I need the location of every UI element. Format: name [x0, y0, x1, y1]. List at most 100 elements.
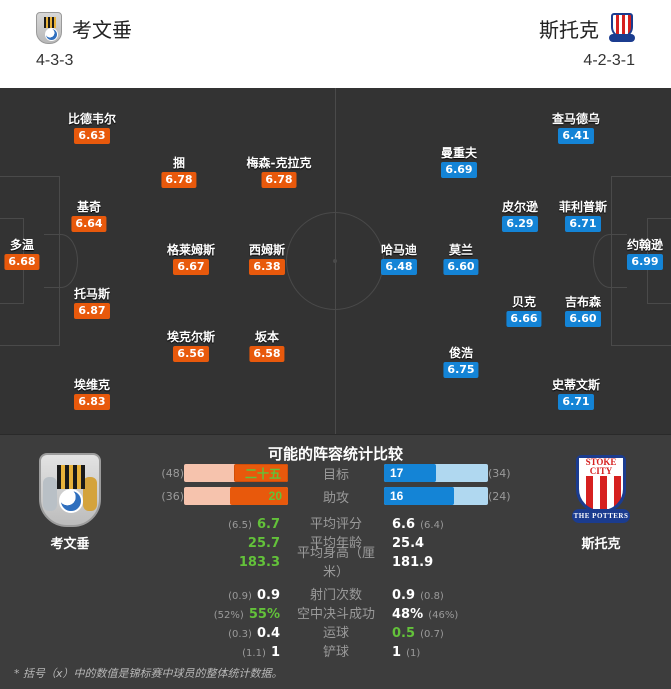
- home-stat-value: 0.9: [256, 588, 280, 603]
- player-marker[interactable]: 约翰逊 6.99: [627, 238, 663, 270]
- player-marker[interactable]: 吉布森 6.60: [565, 295, 601, 327]
- player-marker[interactable]: 梅森-克拉克 6.78: [246, 156, 312, 188]
- away-stat-bar: 17: [384, 464, 488, 482]
- player-rating-badge: 6.71: [558, 394, 594, 410]
- player-rating-badge: 6.87: [74, 303, 110, 319]
- player-marker[interactable]: 格莱姆斯 6.67: [167, 243, 215, 275]
- away-team-header[interactable]: 斯托克: [539, 12, 635, 44]
- stat-bar-rows: (48) 二十五 目标 17 (34) (36) 20 助攻 16 (24): [150, 463, 522, 509]
- stat-bar-row: (48) 二十五 目标 17 (34): [150, 463, 522, 483]
- stat-label: 射门次数: [309, 588, 362, 603]
- player-marker[interactable]: 菲利普斯 6.71: [559, 200, 607, 232]
- player-rating-badge: 6.60: [443, 259, 479, 275]
- player-marker[interactable]: 皮尔逊 6.29: [502, 200, 538, 232]
- stat-number-row: (0.3) 0.4 运球 0.5 (0.7): [150, 622, 522, 641]
- player-rating-badge: 6.99: [627, 254, 663, 270]
- away-stat-value: 48%: [392, 607, 424, 622]
- stat-number-row: 25.7 平均年龄 25.4: [150, 532, 522, 551]
- away-stat-value: 6.6: [392, 517, 416, 532]
- stat-label: 目标: [322, 467, 349, 483]
- stats-title: 可能的阵容统计比较: [267, 445, 403, 463]
- home-team-header[interactable]: 考文垂: [36, 12, 132, 44]
- stat-number-row: (6.5) 6.7 平均评分 6.6 (6.4): [150, 513, 522, 532]
- home-team-label: 考文垂: [50, 537, 90, 552]
- away-stat-paren: (0.8): [420, 591, 444, 602]
- match-header: 考文垂 斯托克 4-3-3 4-2-3-1: [0, 0, 671, 88]
- player-marker[interactable]: 埃维克 6.83: [74, 378, 110, 410]
- player-name: 曼重夫: [440, 146, 478, 160]
- away-stat-paren: (34): [488, 466, 511, 480]
- player-marker[interactable]: 比德韦尔 6.63: [68, 112, 116, 144]
- player-name: 坂本: [254, 330, 280, 344]
- stat-number-row: 183.3 平均身高（厘米） 181.9: [150, 546, 522, 580]
- away-stat-paren: (0.7): [420, 629, 444, 640]
- player-rating-badge: 6.60: [565, 311, 601, 327]
- player-name: 史蒂文斯: [551, 378, 601, 392]
- stat-number-row: (52%) 55% 空中决斗成功 48% (46%): [150, 603, 522, 622]
- player-rating-badge: 6.41: [558, 128, 594, 144]
- stat-label: 平均年龄: [309, 536, 362, 551]
- player-rating-badge: 6.83: [74, 394, 110, 410]
- home-stat-value: 0.4: [256, 626, 280, 641]
- away-stat-paren: (46%): [428, 610, 459, 621]
- home-stat-bar: 二十五: [184, 464, 288, 482]
- player-name: 西姆斯: [248, 243, 286, 257]
- away-stat-bar: 16: [384, 487, 488, 505]
- player-rating-badge: 6.63: [74, 128, 110, 144]
- player-marker[interactable]: 莫兰 6.60: [443, 243, 479, 275]
- stoke-crest-band: THE POTTERS: [573, 512, 629, 520]
- player-name: 格莱姆斯: [166, 243, 216, 257]
- player-marker[interactable]: 西姆斯 6.38: [249, 243, 285, 275]
- away-stat-value: 0.9: [392, 588, 416, 603]
- player-marker[interactable]: 捆 6.78: [161, 156, 197, 188]
- player-name: 莫兰: [448, 243, 474, 257]
- player-marker[interactable]: 托马斯 6.87: [74, 287, 110, 319]
- home-stat-bar: 20: [184, 487, 288, 505]
- stat-number-rows: (6.5) 6.7 平均评分 6.6 (6.4) 25.7 平均年龄 25.4 183.…: [150, 513, 522, 660]
- away-stat-paren: (6.4): [420, 520, 444, 531]
- player-name: 哈马迪: [380, 243, 418, 257]
- player-marker[interactable]: 埃克尔斯 6.56: [167, 330, 215, 362]
- home-stat-paren: (0.9): [228, 591, 252, 602]
- home-formation: 4-3-3: [36, 52, 74, 69]
- home-stat-paren: (6.5): [228, 520, 252, 531]
- player-rating-badge: 6.38: [249, 259, 285, 275]
- stoke-crest-sub: CITY: [589, 466, 613, 476]
- stat-number-row: (1.1) 1 铲球 1 (1): [150, 641, 522, 660]
- pitch-view: 比德韦尔 6.63 捆 6.78 梅森-克拉克 6.78 基奇 6.64 多温 6.68 格莱姆斯 6…: [0, 88, 671, 434]
- player-marker[interactable]: 曼重夫 6.69: [441, 146, 477, 178]
- player-rating-badge: 6.78: [161, 172, 197, 188]
- player-marker[interactable]: 俊浩 6.75: [443, 346, 479, 378]
- player-name: 埃克尔斯: [166, 330, 216, 344]
- player-marker[interactable]: 坂本 6.58: [249, 330, 285, 362]
- home-stat-paren: (48): [161, 466, 184, 480]
- home-stat-paren: (36): [161, 489, 184, 503]
- stats-footnote: * 括号（x）中的数值是锦标赛中球员的整体统计数据。: [14, 667, 283, 680]
- home-stat-value: 二十五: [233, 464, 288, 482]
- player-marker[interactable]: 多温 6.68: [4, 238, 40, 270]
- coventry-crest-icon: [39, 453, 101, 527]
- player-rating-badge: 6.71: [565, 216, 601, 232]
- player-name: 多温: [9, 238, 35, 252]
- player-marker[interactable]: 基奇 6.64: [71, 200, 107, 232]
- player-marker[interactable]: 查马德乌 6.41: [552, 112, 600, 144]
- away-stat-paren: (24): [488, 489, 511, 503]
- player-name: 梅森-克拉克: [246, 156, 312, 170]
- stat-bar-row: (36) 20 助攻 16 (24): [150, 486, 522, 506]
- away-team-badge-block: STOKE CITY THE POTTERS 斯托克: [531, 453, 671, 552]
- away-stat-value: 16: [384, 487, 454, 505]
- player-rating-badge: 6.78: [261, 172, 297, 188]
- home-stat-paren: (1.1): [242, 648, 266, 659]
- player-rating-badge: 6.66: [506, 311, 542, 327]
- stat-number-row: (0.9) 0.9 射门次数 0.9 (0.8): [150, 584, 522, 603]
- stat-label: 铲球: [322, 645, 349, 660]
- player-rating-badge: 6.75: [443, 362, 479, 378]
- player-rating-badge: 6.29: [502, 216, 538, 232]
- player-name: 皮尔逊: [501, 200, 539, 214]
- away-stat-value: 25.4: [392, 536, 425, 551]
- player-marker[interactable]: 哈马迪 6.48: [381, 243, 417, 275]
- away-stat-paren: (1): [406, 648, 421, 659]
- player-marker[interactable]: 史蒂文斯 6.71: [552, 378, 600, 410]
- player-marker[interactable]: 贝克 6.66: [506, 295, 542, 327]
- stats-comparison-section: 可能的阵容统计比较 考文垂 STOKE CITY THE POTTERS 斯托克…: [0, 434, 671, 689]
